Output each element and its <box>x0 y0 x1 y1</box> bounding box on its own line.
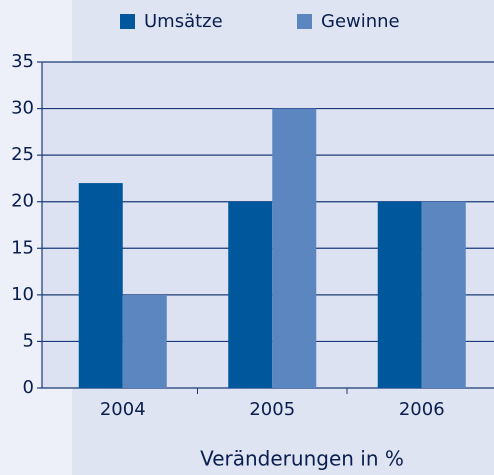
y-tick-label: 10 <box>11 284 34 305</box>
y-tick-label: 25 <box>11 144 34 165</box>
bar <box>272 108 317 389</box>
legend-swatch <box>297 14 312 29</box>
bar <box>421 201 466 388</box>
y-tick-label: 30 <box>11 98 34 119</box>
legend-swatch <box>120 14 135 29</box>
y-tick-label: 0 <box>23 377 34 398</box>
legend-label: Gewinne <box>321 11 400 32</box>
y-tick-label: 5 <box>23 330 34 351</box>
x-tick-label: 2004 <box>100 399 146 420</box>
x-axis-label: Veränderungen in % <box>200 447 404 471</box>
x-tick-label: 2005 <box>249 399 295 420</box>
legend-label: Umsätze <box>144 11 223 32</box>
bar <box>122 294 167 388</box>
bar <box>78 183 123 388</box>
y-tick-label: 15 <box>11 237 34 258</box>
x-tick-label: 2006 <box>399 399 445 420</box>
y-tick-label: 20 <box>11 191 34 212</box>
bar <box>377 201 422 388</box>
bar <box>228 201 273 388</box>
y-tick-label: 35 <box>11 51 34 72</box>
